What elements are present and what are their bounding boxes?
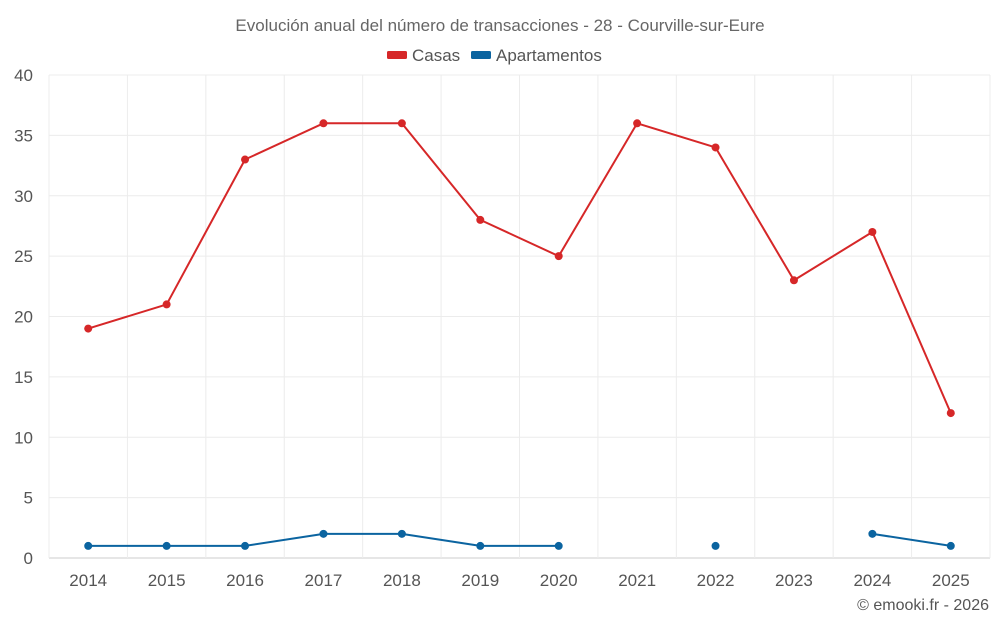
x-tick-label: 2025 [932,571,970,590]
series [84,119,955,550]
x-tick-label: 2023 [775,571,813,590]
data-point-apartamentos[interactable] [397,529,406,538]
y-tick-label: 20 [14,308,33,327]
x-tick-label: 2019 [461,571,499,590]
data-point-apartamentos[interactable] [241,541,250,550]
y-tick-label: 40 [14,66,33,85]
x-tick-label: 2024 [853,571,891,590]
x-tick-label: 2017 [305,571,343,590]
grid [48,74,991,559]
data-point-apartamentos[interactable] [476,541,485,550]
data-point-apartamentos[interactable] [162,541,171,550]
data-point-apartamentos[interactable] [319,529,328,538]
x-tick-label: 2020 [540,571,578,590]
y-tick-label: 10 [14,428,33,447]
x-tick-label: 2018 [383,571,421,590]
data-point-casas[interactable] [554,252,563,261]
data-point-casas[interactable] [84,324,93,333]
series-apartamentos [84,529,955,550]
data-point-casas[interactable] [162,300,171,309]
data-point-casas[interactable] [711,143,720,152]
data-point-casas[interactable] [868,227,877,236]
data-point-casas[interactable] [633,119,642,128]
credit-text: © emooki.fr - 2026 [857,597,989,614]
data-point-casas[interactable] [397,119,406,128]
data-point-apartamentos[interactable] [946,541,955,550]
data-point-apartamentos[interactable] [84,541,93,550]
y-tick-label: 30 [14,187,33,206]
data-point-casas[interactable] [476,215,485,224]
x-tick-label: 2016 [226,571,264,590]
y-tick-label: 0 [24,549,33,568]
data-point-apartamentos[interactable] [554,541,563,550]
legend-label-casas[interactable]: Casas [412,46,460,65]
data-point-casas[interactable] [789,276,798,285]
data-point-casas[interactable] [946,409,955,418]
legend-swatch-apartamentos[interactable] [471,51,491,59]
x-tick-label: 2021 [618,571,656,590]
data-point-apartamentos[interactable] [868,529,877,538]
chart-title: Evolución anual del número de transaccio… [235,16,764,35]
x-tick-label: 2015 [148,571,186,590]
data-point-casas[interactable] [319,119,328,128]
legend-swatch-casas[interactable] [387,51,407,59]
series-line-casas [87,122,952,414]
x-tick-label: 2014 [69,571,107,590]
y-tick-label: 15 [14,368,33,387]
data-point-casas[interactable] [241,155,250,164]
legend-label-apartamentos[interactable]: Apartamentos [496,46,602,65]
series-line-apartamentos [872,532,951,547]
data-point-apartamentos[interactable] [711,541,720,550]
y-tick-label: 5 [24,489,33,508]
x-tick-label: 2022 [697,571,735,590]
legend: Casas Apartamentos [387,46,602,65]
y-tick-label: 35 [14,126,33,145]
y-tick-label: 25 [14,247,33,266]
series-casas [84,119,955,418]
